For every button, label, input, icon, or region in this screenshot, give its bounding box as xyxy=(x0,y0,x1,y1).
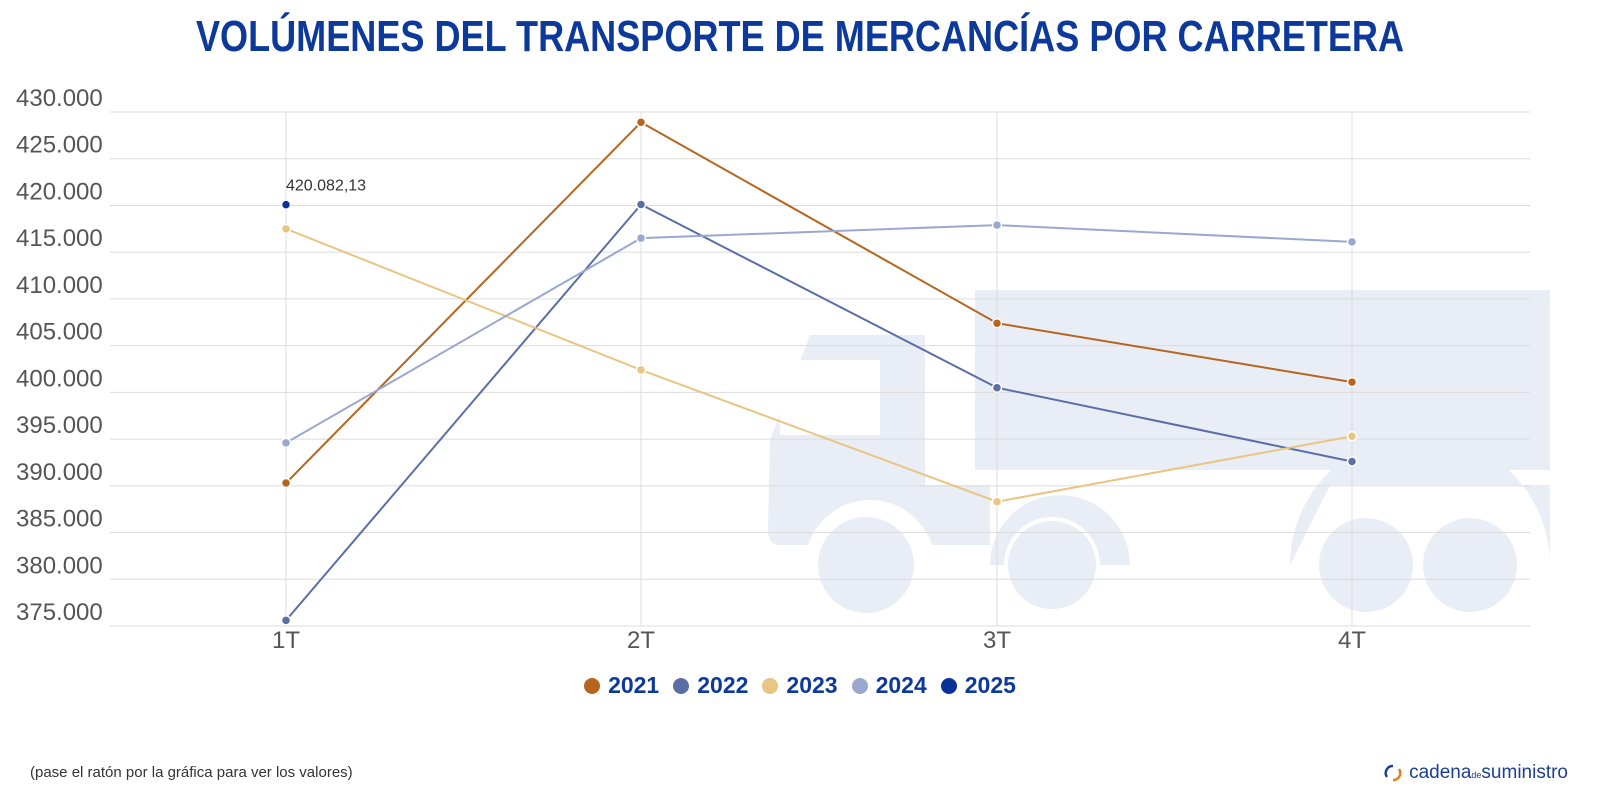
logo-text: cadena xyxy=(1409,762,1472,783)
legend-label: 2025 xyxy=(964,672,1016,698)
data-point-2022[interactable] xyxy=(991,382,1003,393)
logo-text-2: suministro xyxy=(1481,762,1568,783)
y-tick-label: 415.000 xyxy=(16,225,103,252)
data-point-2025[interactable] xyxy=(280,199,292,210)
data-point-2021[interactable] xyxy=(635,117,647,128)
logo-icon xyxy=(1384,764,1402,782)
x-tick-label: 1T xyxy=(272,627,300,654)
data-point-2023[interactable] xyxy=(991,496,1003,507)
legend-dot-icon xyxy=(940,677,957,694)
hover-hint: (pase el ratón por la gráfica para ver l… xyxy=(30,764,353,781)
logo-text-small: de xyxy=(1471,770,1482,780)
line-chart[interactable]: 375.000 380.000 385.000 390.000 395.000 400.0… xyxy=(0,0,1600,660)
series-line-2022 xyxy=(285,203,1353,622)
data-point-2022[interactable] xyxy=(1346,456,1358,467)
y-tick-label: 380.000 xyxy=(16,552,103,579)
legend-item-2021[interactable]: 2021 xyxy=(584,672,659,699)
legend-item-2024[interactable]: 2024 xyxy=(851,672,927,699)
legend-item-2025[interactable]: 2025 xyxy=(940,672,1016,699)
data-point-2023[interactable] xyxy=(1346,431,1358,442)
truck-watermark-icon xyxy=(768,290,1550,617)
logo[interactable]: cadenadesuministro xyxy=(1383,762,1568,784)
series-line-2021 xyxy=(285,121,1353,484)
chart-title: VOLÚMENES DEL TRANSPORTE DE MERCANCÍAS P… xyxy=(195,12,1405,61)
data-point-2023[interactable] xyxy=(635,364,647,376)
legend-dot-icon xyxy=(851,677,868,694)
y-tick-label: 420.000 xyxy=(16,178,103,205)
series-line-2023 xyxy=(285,227,1353,503)
legend-label: 2024 xyxy=(875,672,927,698)
legend-item-2023[interactable]: 2023 xyxy=(762,672,838,699)
data-point-2021[interactable] xyxy=(1346,376,1358,388)
y-tick-label: 425.000 xyxy=(16,132,103,159)
legend-label: 2022 xyxy=(697,672,749,698)
legend: 2021 2022 2023 2024 2025 xyxy=(0,672,1600,699)
data-point-2023[interactable] xyxy=(280,223,292,235)
legend-dot-icon xyxy=(762,677,779,694)
data-point-2022[interactable] xyxy=(280,615,292,626)
x-tick-label: 4T xyxy=(1338,627,1366,654)
data-point-2024[interactable] xyxy=(1346,236,1358,248)
y-tick-label: 405.000 xyxy=(16,319,103,346)
data-point-2021[interactable] xyxy=(280,477,292,489)
data-point-2024[interactable] xyxy=(280,437,292,449)
data-point-2021[interactable] xyxy=(991,317,1003,329)
y-tick-label: 375.000 xyxy=(16,599,103,626)
x-tick-label: 2T xyxy=(627,627,655,654)
y-tick-label: 385.000 xyxy=(16,506,103,533)
y-tick-label: 410.000 xyxy=(16,272,103,299)
y-tick-label: 430.000 xyxy=(16,85,103,112)
series-line-2024 xyxy=(285,224,1353,444)
data-point-2024[interactable] xyxy=(635,232,647,244)
legend-label: 2023 xyxy=(786,672,838,698)
x-tick-label: 3T xyxy=(983,627,1011,654)
y-tick-label: 390.000 xyxy=(16,459,103,486)
data-label: 420.082,13 xyxy=(286,178,366,195)
legend-dot-icon xyxy=(673,677,690,694)
legend-item-2022[interactable]: 2022 xyxy=(673,672,748,699)
data-point-2024[interactable] xyxy=(991,219,1003,231)
y-tick-label: 395.000 xyxy=(16,412,103,439)
legend-label: 2021 xyxy=(608,672,660,698)
legend-dot-icon xyxy=(584,677,601,694)
y-tick-label: 400.000 xyxy=(16,365,103,392)
data-point-2022[interactable] xyxy=(635,199,647,210)
